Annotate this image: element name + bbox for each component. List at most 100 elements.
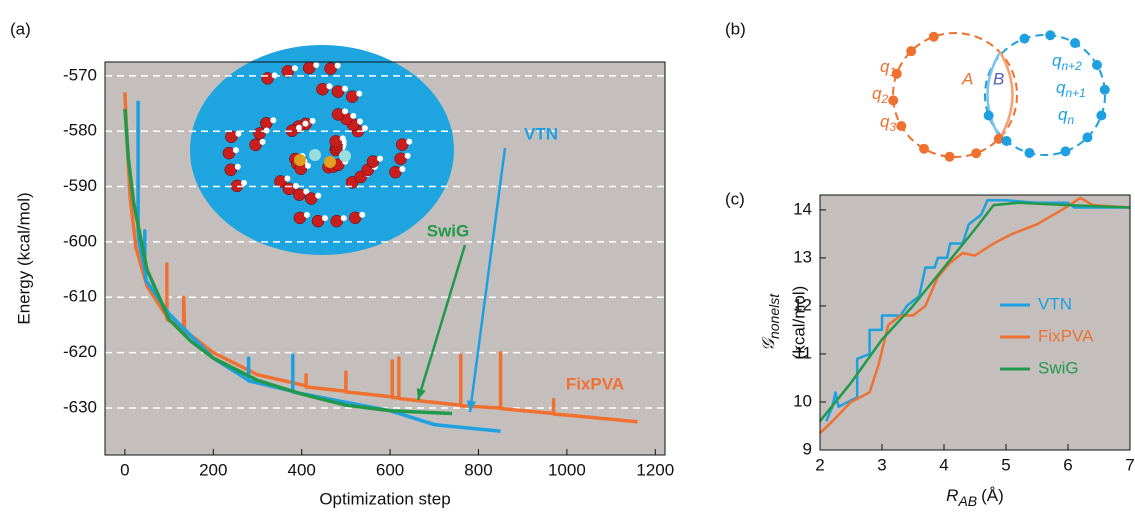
arrow-head — [416, 388, 426, 400]
y-tick-label: -580 — [63, 121, 97, 140]
atom — [356, 118, 363, 125]
charge-dot — [888, 95, 899, 106]
atom — [349, 211, 362, 225]
x-tick-label: 800 — [464, 460, 492, 479]
axis-subscript: nonelst — [766, 293, 782, 339]
y-tick-label: -630 — [63, 397, 97, 416]
atom — [249, 138, 262, 152]
charge-dot — [1024, 147, 1035, 158]
axis-symbol: 𝒢 — [759, 336, 778, 351]
atom — [274, 175, 287, 188]
atom — [270, 117, 277, 124]
atom — [399, 166, 406, 173]
axis-unit: (kcal/mol) — [789, 286, 808, 360]
x-tick-label: 0 — [120, 460, 129, 479]
y-tick-label: 12 — [793, 295, 812, 314]
atom — [291, 65, 298, 72]
charge-dot — [919, 143, 929, 154]
panel-label: (a) — [10, 19, 31, 38]
atom — [303, 188, 310, 195]
charge-label: qn+1 — [1056, 78, 1086, 100]
series-line — [825, 199, 1130, 422]
plot-frame — [819, 194, 1131, 451]
y-tick-label: 11 — [794, 343, 812, 362]
atom — [321, 215, 328, 222]
atom — [345, 90, 359, 103]
x-tick-label: 1000 — [548, 460, 586, 479]
atom — [342, 108, 349, 115]
charge-dot — [1045, 30, 1056, 41]
atom — [394, 152, 407, 166]
circle-b — [984, 34, 1106, 156]
y-tick-label: 14 — [793, 199, 812, 218]
charge-label: q3 — [880, 112, 896, 134]
atom — [350, 112, 357, 119]
atom — [334, 62, 341, 69]
series-line — [819, 201, 1131, 422]
y-tick-label: -610 — [63, 287, 97, 306]
atom — [331, 85, 345, 98]
y-tick-label: -600 — [63, 231, 97, 250]
diagram: (b) q1 q2 q3 A B qn+2 qn+1 qn — [725, 19, 1106, 158]
atom — [292, 182, 299, 189]
charge-dot — [1019, 33, 1030, 44]
atom — [293, 188, 306, 201]
y-tick-label: -590 — [63, 176, 97, 195]
atom — [313, 62, 320, 69]
atom — [304, 192, 318, 205]
x-tick-label: 200 — [199, 460, 227, 479]
atom — [339, 150, 351, 162]
atom — [309, 117, 316, 124]
x-tick-label: 3 — [877, 455, 886, 474]
atom — [356, 90, 363, 97]
atom — [324, 156, 336, 168]
atom — [339, 135, 346, 142]
atom — [302, 61, 316, 75]
atom — [302, 120, 309, 127]
atom — [235, 130, 242, 137]
arrow — [468, 147, 507, 413]
atom — [225, 130, 238, 144]
series-line — [819, 196, 1131, 435]
charge-dot — [944, 151, 955, 162]
charge-dot — [1060, 146, 1071, 157]
atom — [316, 82, 329, 96]
axis-label: Optimization step — [319, 489, 450, 508]
charge-dot — [1070, 38, 1080, 49]
atom — [341, 85, 348, 92]
atom — [361, 125, 368, 132]
annotation: SwiG — [427, 221, 470, 240]
charge-dot — [971, 148, 982, 159]
series-line — [123, 92, 638, 424]
charge-dot — [896, 121, 907, 131]
x-tick-label: 2 — [815, 455, 824, 474]
charge-dot — [993, 133, 1004, 144]
atom — [326, 83, 333, 90]
x-tick-label: 4 — [939, 455, 948, 474]
atom — [340, 215, 347, 222]
x-tick-label: 1200 — [636, 460, 674, 479]
y-tick-label: -620 — [63, 342, 97, 361]
atom — [329, 135, 343, 148]
atom — [359, 211, 366, 218]
legend-label: SwiG — [1038, 358, 1079, 377]
atom — [253, 127, 266, 140]
atom — [234, 163, 241, 170]
x-tick-label: 7 — [1125, 455, 1134, 474]
panel-label: (c) — [725, 189, 745, 208]
legend-label: VTN — [1038, 294, 1072, 313]
atom — [315, 192, 322, 199]
axis-subscript: AB — [957, 493, 977, 509]
x-tick-label: 6 — [1063, 455, 1072, 474]
atom — [259, 138, 266, 145]
charge-label: qn+2 — [1052, 51, 1082, 73]
atom — [282, 182, 296, 196]
atom — [296, 124, 303, 131]
annotation: FixPVA — [566, 374, 624, 393]
arrow-head — [466, 400, 477, 412]
atom — [404, 152, 411, 159]
axis-unit: (Å) — [981, 486, 1004, 505]
charge-dot — [1082, 132, 1093, 143]
x-tick-label: 5 — [1001, 455, 1010, 474]
